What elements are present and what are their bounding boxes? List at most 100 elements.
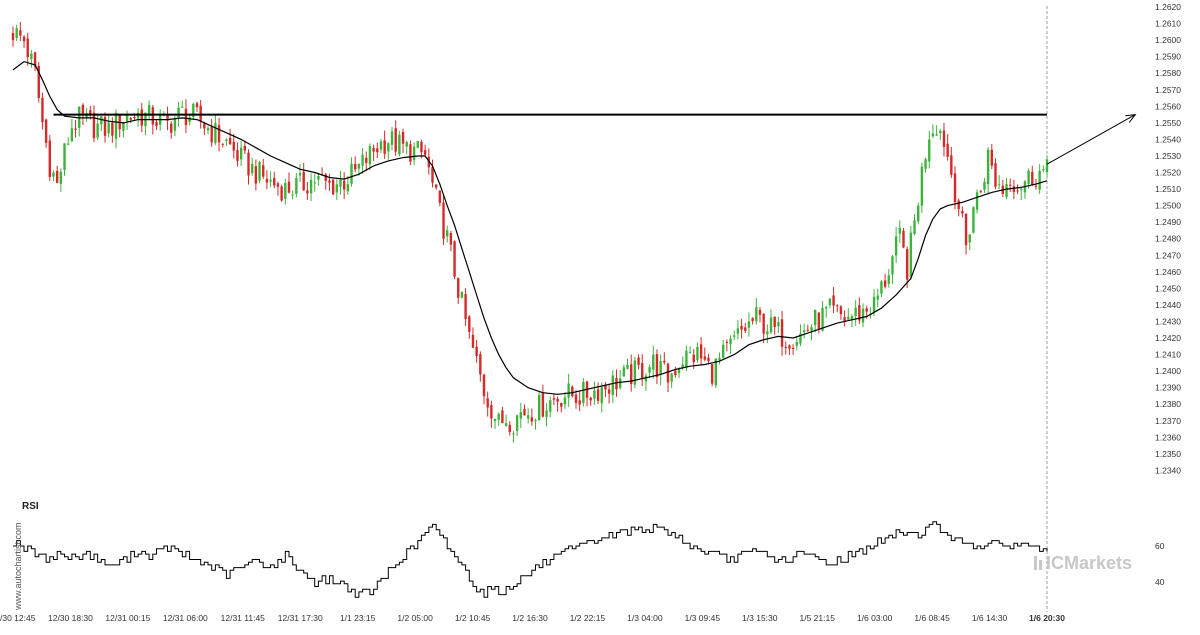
candle-bullish	[1042, 165, 1045, 173]
candle-body	[571, 386, 574, 397]
candle-body	[181, 106, 184, 108]
candle-body	[560, 403, 563, 407]
price-tick-label: 1.2560	[1155, 101, 1181, 111]
candle-bearish	[883, 273, 887, 289]
candle-bearish	[44, 118, 48, 148]
candle-body	[33, 52, 37, 67]
candle-body	[905, 249, 909, 280]
candle-bearish	[758, 307, 762, 323]
candle-body	[512, 433, 515, 435]
candle-bullish	[869, 307, 872, 319]
candle-bearish	[19, 22, 22, 42]
candle-body	[55, 170, 59, 183]
candle-bullish	[225, 138, 228, 146]
candle-body	[376, 148, 379, 153]
candle-body	[405, 142, 408, 147]
candle-body	[858, 305, 861, 321]
candle-body	[243, 145, 247, 151]
candle-bullish	[567, 373, 570, 407]
time-tick-label: 12/30 12:45	[0, 613, 36, 623]
candle-bearish	[468, 315, 471, 339]
candle-body	[41, 97, 44, 123]
candle-body	[155, 121, 158, 126]
candle-bullish	[939, 128, 942, 141]
candle-bullish	[983, 177, 986, 193]
candle-body	[412, 146, 416, 161]
candle-body	[390, 131, 394, 145]
candle-bearish	[666, 362, 670, 393]
candle-bearish	[401, 128, 405, 153]
candle-body	[802, 330, 806, 333]
candle-bullish	[30, 50, 33, 68]
candle-bearish	[707, 353, 710, 364]
candle-body	[449, 233, 453, 245]
candle-bullish	[446, 225, 449, 243]
price-tick-label: 1.2340	[1155, 465, 1181, 475]
logo: ICMarkets	[1034, 553, 1132, 573]
candle-body	[839, 306, 843, 315]
candle-bullish	[997, 175, 1001, 190]
candle-bearish	[210, 119, 213, 147]
candle-body	[799, 333, 802, 344]
time-tick-label: 1/6 08:45	[914, 613, 950, 623]
candle-bearish	[221, 143, 224, 148]
candle-body	[63, 143, 66, 171]
candle-bearish	[41, 92, 44, 130]
candle-body	[372, 148, 375, 152]
candle-body	[784, 347, 787, 349]
candle-bullish	[633, 356, 637, 389]
candle-body	[887, 275, 890, 284]
candle-bearish	[663, 352, 666, 365]
candle-bearish	[449, 230, 453, 252]
candle-body	[828, 298, 832, 306]
candle-body	[350, 163, 353, 184]
candle-bullish	[346, 175, 350, 195]
candle-bearish	[942, 122, 946, 157]
candle-bearish	[806, 324, 810, 332]
candle-bearish	[574, 389, 578, 409]
candle-body	[468, 316, 471, 332]
candle-bearish	[832, 286, 835, 314]
candle-body	[699, 344, 703, 359]
candle-bearish	[74, 119, 77, 138]
candle-body	[30, 53, 33, 59]
candle-bullish	[497, 412, 500, 426]
candle-bearish	[541, 384, 545, 418]
candle-body	[339, 179, 342, 187]
candle-body	[968, 234, 971, 243]
candle-bearish	[184, 99, 188, 134]
candle-body	[44, 119, 48, 143]
candle-bearish	[560, 402, 563, 413]
candle-body	[298, 173, 302, 176]
candle-body	[354, 163, 357, 170]
candle-bullish	[876, 288, 879, 308]
candle-bullish	[924, 157, 927, 173]
candle-body	[744, 327, 747, 331]
candle-bullish	[721, 339, 725, 360]
candle-body	[239, 147, 243, 160]
candle-bearish	[372, 144, 375, 161]
candle-body	[1031, 171, 1034, 185]
candle-body	[276, 183, 280, 187]
candle-bullish	[913, 214, 916, 236]
candle-body	[677, 368, 681, 374]
candle-bullish	[192, 102, 195, 120]
price-tick-label: 1.2440	[1155, 300, 1181, 310]
candle-bullish	[593, 381, 596, 405]
candle-body	[486, 398, 489, 408]
candle-body	[48, 140, 51, 177]
candle-bullish	[405, 140, 408, 155]
candle-bullish	[122, 121, 125, 138]
candle-bullish	[309, 173, 313, 202]
candle-bearish	[744, 322, 747, 333]
candle-bearish	[788, 344, 791, 356]
indicator-lines-layer	[12, 60, 1137, 395]
candle-body	[593, 390, 596, 399]
candle-bearish	[203, 121, 206, 136]
candle-bullish	[736, 320, 740, 340]
candle-body	[674, 370, 677, 376]
candle-body	[309, 179, 313, 194]
candle-body	[192, 103, 195, 117]
candle-body	[865, 308, 868, 312]
